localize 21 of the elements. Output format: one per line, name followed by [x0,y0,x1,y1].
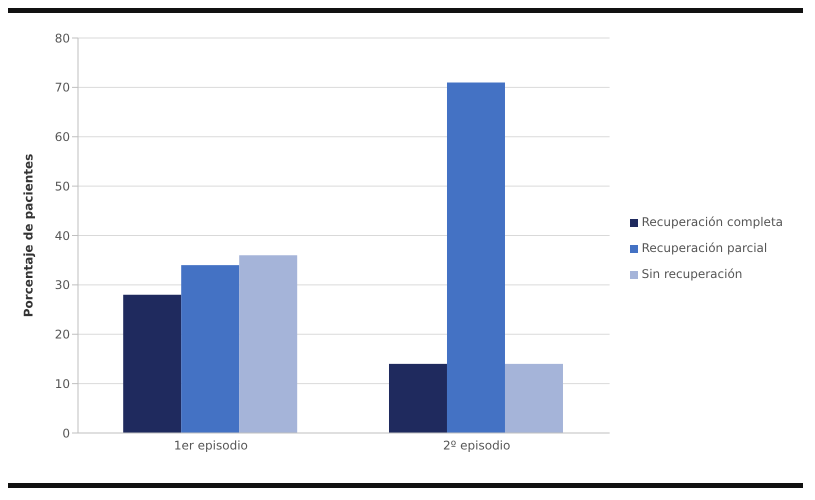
y-tick-label: 50 [54,179,70,194]
bar [123,294,182,433]
bar [388,364,447,433]
y-axis-title: Porcentaje de pacientes [21,154,36,318]
bar [181,265,240,433]
bar [446,82,505,433]
y-tick-label: 70 [54,80,70,95]
x-tick-label: 1er episodio [174,438,248,453]
y-tick-label: 80 [54,31,70,46]
legend-label: Sin recuperación [642,267,742,281]
y-tick-label: 20 [54,328,70,342]
y-tick-label: 60 [54,130,70,144]
y-tick-label: 10 [54,376,70,391]
legend-label: Recuperación completa [642,215,783,229]
bar [504,364,563,433]
legend-label: Recuperación parcial [642,241,768,255]
y-tick-label: 40 [54,228,70,243]
bar [239,255,298,433]
x-tick-label: 2º episodio [443,438,510,453]
y-tick-label: 30 [54,278,70,292]
y-tick-label: 0 [62,426,70,440]
